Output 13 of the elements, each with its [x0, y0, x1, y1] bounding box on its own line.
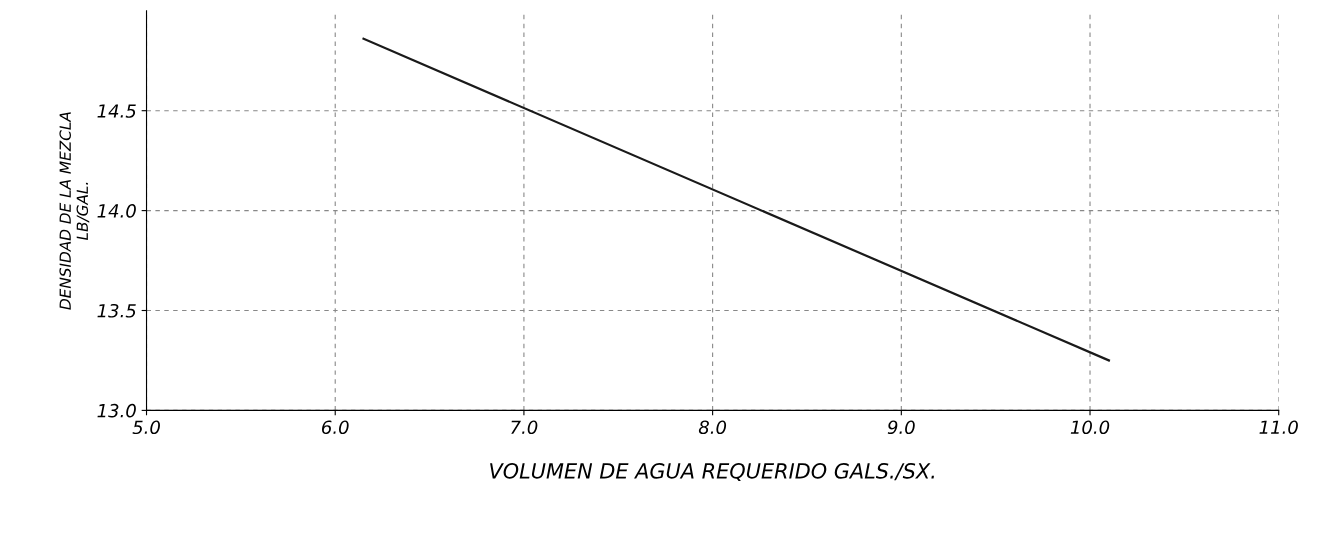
x-tick-label: 10.0 [1070, 420, 1110, 435]
x-tick-label: 11.0 [1259, 420, 1298, 435]
y-tick-label: 13.5 [97, 303, 136, 318]
x-tick-label: 6.0 [322, 420, 349, 435]
y-tick-label: 13.0 [97, 403, 136, 418]
x-tick-label: 7.0 [511, 420, 538, 435]
x-tick-label: 8.0 [698, 420, 727, 435]
y-tick-label: 14.0 [97, 204, 136, 218]
x-axis-title: VOLUMEN DE AGUA REQUERIDO GALS./SX. [490, 462, 935, 482]
y-axis-title: DENSIDAD DE LA MEZCLA LB/GAL. [59, 112, 90, 310]
x-tick-label: 5.0 [132, 420, 160, 435]
y-tick-label: 14.5 [97, 104, 136, 118]
x-tick-label: 9.0 [887, 420, 915, 435]
